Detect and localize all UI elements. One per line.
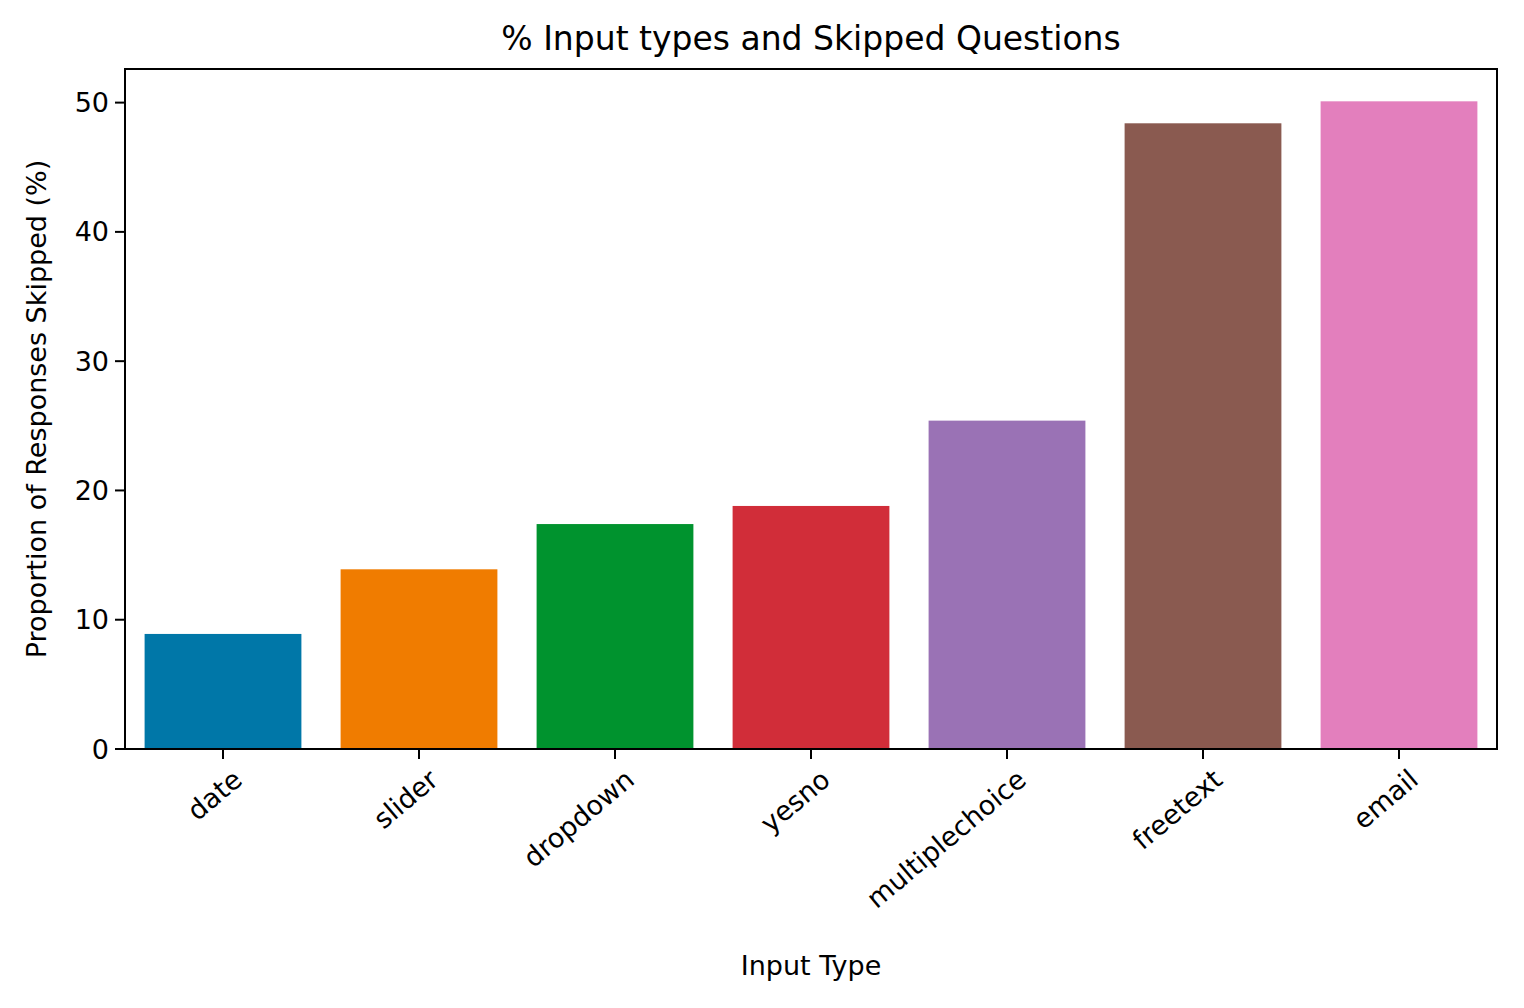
y-tick-label: 50: [75, 87, 109, 118]
x-tick-label: freetext: [1126, 763, 1228, 855]
plot-frame: [125, 69, 1497, 749]
title: % Input types and Skipped Questions: [501, 19, 1120, 58]
y-tick: [115, 619, 125, 621]
bar: [537, 524, 694, 749]
x-tick-label: dropdown: [517, 763, 640, 873]
y-tick: [115, 360, 125, 362]
x-tick-label: slider: [367, 763, 444, 835]
x-tick: [1006, 749, 1008, 759]
x-tick: [418, 749, 420, 759]
y-axis-label: Proportion of Responses Skipped (%): [21, 160, 52, 658]
x-tick-label: multiplechoice: [860, 763, 1031, 914]
x-tick-label-group: email: [1347, 763, 1424, 835]
y-tick: [115, 231, 125, 233]
x-axis-label: Input Type: [741, 950, 882, 981]
y-tick: [115, 102, 125, 104]
x-tick-label: date: [181, 763, 248, 826]
bar: [341, 569, 498, 749]
bar: [929, 421, 1086, 749]
x-tick-label-group: yesno: [754, 763, 835, 838]
x-tick-label-group: date: [181, 763, 248, 826]
chart-svg: 0 10 20 30 40 50 date slider dropdown yesno multip…: [0, 0, 1524, 1008]
bar: [1125, 123, 1282, 749]
x-tick-label-group: multiplechoice: [860, 763, 1031, 914]
y-tick: [115, 489, 125, 491]
x-tick: [1398, 749, 1400, 759]
bars: [145, 101, 1478, 749]
x-tick-label: yesno: [754, 763, 835, 838]
x-tick-label-group: freetext: [1126, 763, 1228, 855]
bar: [1321, 101, 1478, 749]
y-tick-label: 20: [75, 475, 109, 506]
x-tick: [1202, 749, 1204, 759]
bar: [733, 506, 890, 749]
bar: [145, 634, 302, 749]
x-tick: [614, 749, 616, 759]
x-tick: [222, 749, 224, 759]
x-tick: [810, 749, 812, 759]
chart-container: 0 10 20 30 40 50 date slider dropdown yesno multip…: [0, 0, 1524, 1008]
x-tick-label: email: [1347, 763, 1424, 835]
x-tick-label-group: dropdown: [517, 763, 640, 873]
y-tick-label: 30: [75, 346, 109, 377]
x-tick-label-group: slider: [367, 763, 444, 835]
y-tick-label: 0: [92, 734, 109, 765]
background: [0, 0, 1524, 1008]
y-tick-label: 10: [75, 604, 109, 635]
y-tick-label: 40: [75, 216, 109, 247]
y-tick: [115, 748, 125, 750]
